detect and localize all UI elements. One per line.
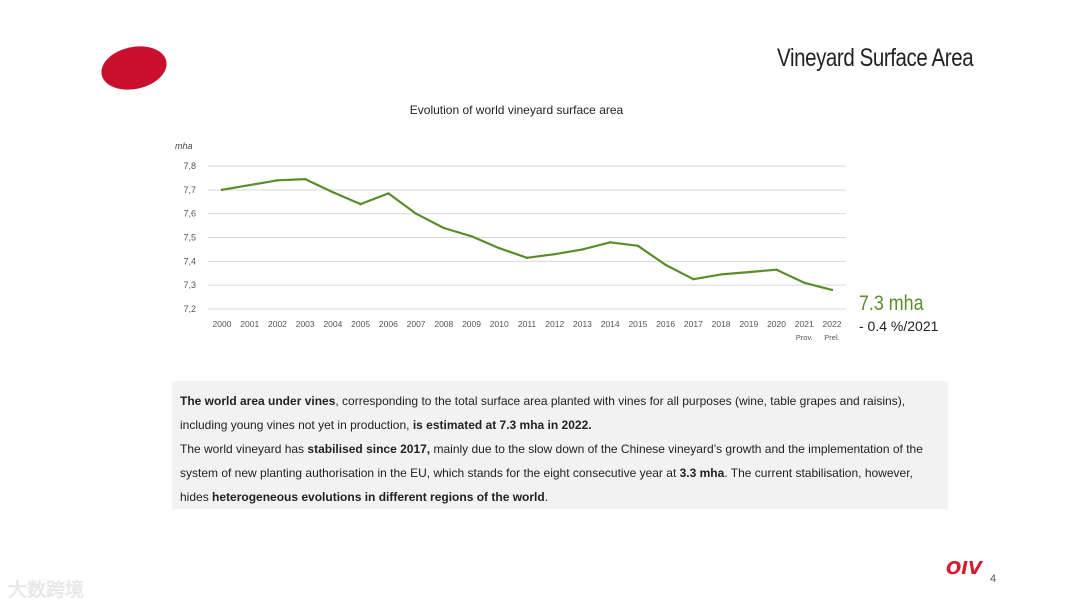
text-run: mainly due to the slow down of the Chine…: [180, 442, 923, 480]
data-point: [525, 256, 529, 259]
text-run: The world vineyard has: [180, 442, 308, 456]
data-point: [220, 188, 224, 192]
data-point: [276, 179, 279, 182]
x-tick-label: 2006: [379, 319, 398, 329]
summary-paragraph-2: The world vineyard has stabilised since …: [180, 437, 940, 509]
x-tick-label: 2021: [795, 319, 814, 329]
x-tick-label: 2017: [684, 319, 703, 329]
x-tick-label: 2018: [712, 319, 731, 329]
x-tick-label: 2004: [323, 319, 342, 329]
x-tick-label: 2010: [490, 319, 509, 329]
y-tick-label: 7,8: [183, 161, 196, 171]
x-tick-label: 2002: [268, 319, 287, 329]
data-point: [636, 244, 640, 248]
x-tick-label: 2013: [573, 319, 592, 329]
data-point: [470, 235, 473, 238]
y-tick-label: 7,6: [183, 209, 196, 219]
data-point: [830, 288, 834, 292]
x-tick-label: 2000: [213, 319, 232, 329]
x-tick-label: 2014: [601, 319, 620, 329]
summary-text-box: The world area under vines, correspondin…: [172, 381, 948, 509]
text-bold: heterogeneous evolutions in different re…: [212, 490, 545, 504]
data-point: [719, 273, 723, 276]
data-point: [248, 183, 251, 187]
text-bold: stabilised since 2017,: [307, 442, 431, 456]
data-point: [775, 268, 778, 271]
data-point: [442, 226, 446, 230]
text-run: . The current stabilisation, however, hi…: [180, 466, 913, 504]
y-axis-unit-label: mha: [175, 141, 193, 151]
latest-value: 7.3 mha: [859, 292, 924, 315]
x-tick-label: 2016: [656, 319, 675, 329]
x-tick-label: 2015: [628, 319, 647, 329]
slide-title: Vineyard Surface Area: [776, 44, 974, 72]
text-run: .: [544, 490, 549, 504]
x-tick-label: 2005: [351, 319, 370, 329]
x-tick-label: 2020: [767, 319, 786, 329]
x-tick-label: 2008: [434, 319, 453, 329]
y-tick-label: 7,4: [183, 256, 196, 266]
data-point: [747, 270, 751, 274]
annual-change: - 0.4 %/2021: [859, 318, 939, 334]
data-point: [553, 252, 556, 256]
data-point: [359, 202, 362, 206]
x-tick-label: 2003: [296, 319, 315, 329]
text-bold: The world area under vines: [180, 394, 336, 408]
x-tick-label: 2009: [462, 319, 481, 329]
data-point: [608, 241, 612, 244]
oiv-logo: OIV: [946, 558, 982, 579]
y-tick-label: 7,2: [183, 304, 196, 314]
y-tick-label: 7,7: [183, 185, 196, 195]
x-tick-label: 2001: [240, 319, 259, 329]
text-run: , corresponding to the total surface are…: [180, 394, 906, 432]
x-tick-label: 2019: [739, 319, 758, 329]
data-point: [414, 212, 418, 215]
data-point: [803, 281, 806, 284]
watermark: 大数跨境: [8, 580, 85, 601]
series-line: [220, 178, 834, 291]
y-tick-label: 7,5: [183, 233, 196, 243]
data-point: [387, 192, 390, 195]
line-chart: mha 7,2 7,3 7,4 7,5 7,6 7,7 7,8 2000 2001 2002 20…: [175, 141, 846, 342]
x-tick-label: 2011: [518, 319, 537, 329]
text-bold: is estimated at 7.3 mha in 2022.: [412, 418, 592, 432]
x-tick-label: 2007: [407, 319, 426, 329]
summary-paragraph-1: The world area under vines, correspondin…: [180, 389, 940, 437]
x-tick-label: 2022: [823, 319, 842, 329]
chart-title: Evolution of world vineyard surface area: [409, 103, 624, 117]
data-point: [581, 248, 584, 251]
latest-value-callout: 7.3 mha - 0.4 %/2021: [859, 292, 938, 334]
x-tick-sublabel: Prov.: [796, 333, 813, 342]
data-point: [331, 191, 335, 194]
brand-logo-blob: [101, 46, 167, 90]
page-number: 4: [990, 573, 997, 585]
x-tick-sublabel: Prel.: [824, 333, 839, 342]
x-tick-label: 2012: [545, 319, 564, 329]
data-point: [664, 263, 667, 267]
data-point: [692, 278, 695, 281]
data-point: [303, 177, 307, 181]
data-point: [498, 247, 501, 250]
text-bold: 3.3 mha: [679, 466, 725, 480]
y-tick-label: 7,3: [183, 280, 196, 290]
